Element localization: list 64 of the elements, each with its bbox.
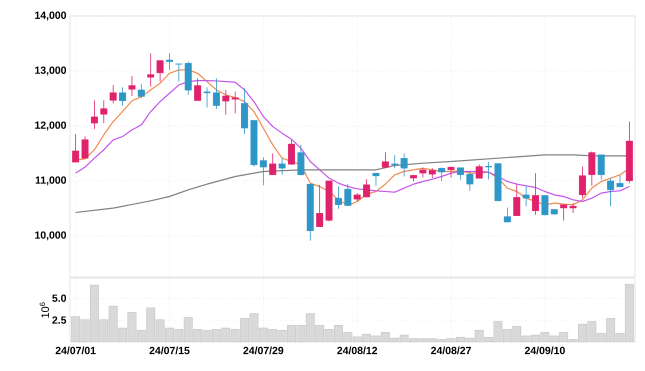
candlestick — [297, 144, 304, 176]
candlestick — [419, 167, 426, 178]
candlestick — [260, 156, 267, 186]
x-tick-label: 24/08/27 — [431, 346, 471, 354]
candlestick — [372, 172, 380, 186]
candlestick — [598, 154, 605, 180]
candlestick — [194, 78, 202, 102]
candlestick — [316, 184, 324, 228]
x-tick-label: 24/07/29 — [243, 346, 284, 354]
candlestick — [541, 195, 548, 216]
candlestick — [485, 162, 492, 180]
candlestick — [428, 168, 436, 178]
candlestick — [212, 78, 220, 110]
candlestick — [391, 154, 398, 169]
candlestick — [382, 152, 389, 169]
candlestick — [616, 175, 624, 188]
candlestick — [513, 184, 520, 216]
y-axis-title: 10$^{6}$ — [40, 302, 50, 318]
candlestick — [438, 167, 446, 182]
candlestick — [204, 87, 211, 108]
candlestick — [222, 90, 230, 116]
candlestick — [476, 164, 483, 179]
candlestick — [90, 100, 98, 130]
candlestick — [448, 166, 455, 178]
candlestick — [175, 63, 182, 82]
candlestick — [232, 91, 239, 114]
candlestick — [147, 52, 154, 88]
candlestick — [504, 207, 511, 222]
y-tick-label: 14,000 — [35, 12, 66, 20]
candlestick — [578, 166, 586, 199]
candlestick — [344, 184, 352, 206]
candlestick — [400, 152, 408, 177]
candlestick — [466, 171, 474, 192]
candlestick — [522, 186, 530, 207]
y-tick-label: 2.5 — [52, 316, 66, 324]
y-tick-label: 10,000 — [35, 231, 66, 240]
y-tick-label: 11,000 — [36, 176, 66, 186]
candlestick — [72, 134, 80, 163]
candlestick — [128, 75, 136, 96]
y-tick-label: 12,000 — [35, 121, 66, 130]
x-tick-label: 24/08/12 — [337, 346, 378, 354]
candlestick — [278, 158, 286, 176]
candlestick — [532, 172, 540, 216]
candlestick — [288, 140, 295, 166]
candlestick — [570, 202, 577, 214]
candlestick — [110, 84, 117, 104]
x-tick-label: 24/07/15 — [149, 346, 190, 354]
candlestick — [100, 100, 108, 124]
y-tick-label: 5.0 — [52, 294, 66, 302]
candlestick — [334, 186, 342, 210]
candlestick — [607, 178, 614, 207]
candlestick — [363, 178, 370, 198]
candlestick — [82, 136, 89, 159]
candlestick — [269, 152, 276, 176]
candlestick — [138, 83, 145, 99]
candlestick — [588, 151, 596, 186]
y-tick-label: 13,000 — [35, 66, 66, 76]
x-tick-label: 24/09/10 — [524, 346, 565, 354]
x-tick-label: 24/07/01 — [56, 346, 96, 354]
candlestick — [560, 204, 568, 222]
candlestick — [156, 60, 164, 82]
candlestick — [456, 167, 464, 180]
candlestick — [119, 87, 126, 106]
candlestick — [166, 52, 173, 70]
